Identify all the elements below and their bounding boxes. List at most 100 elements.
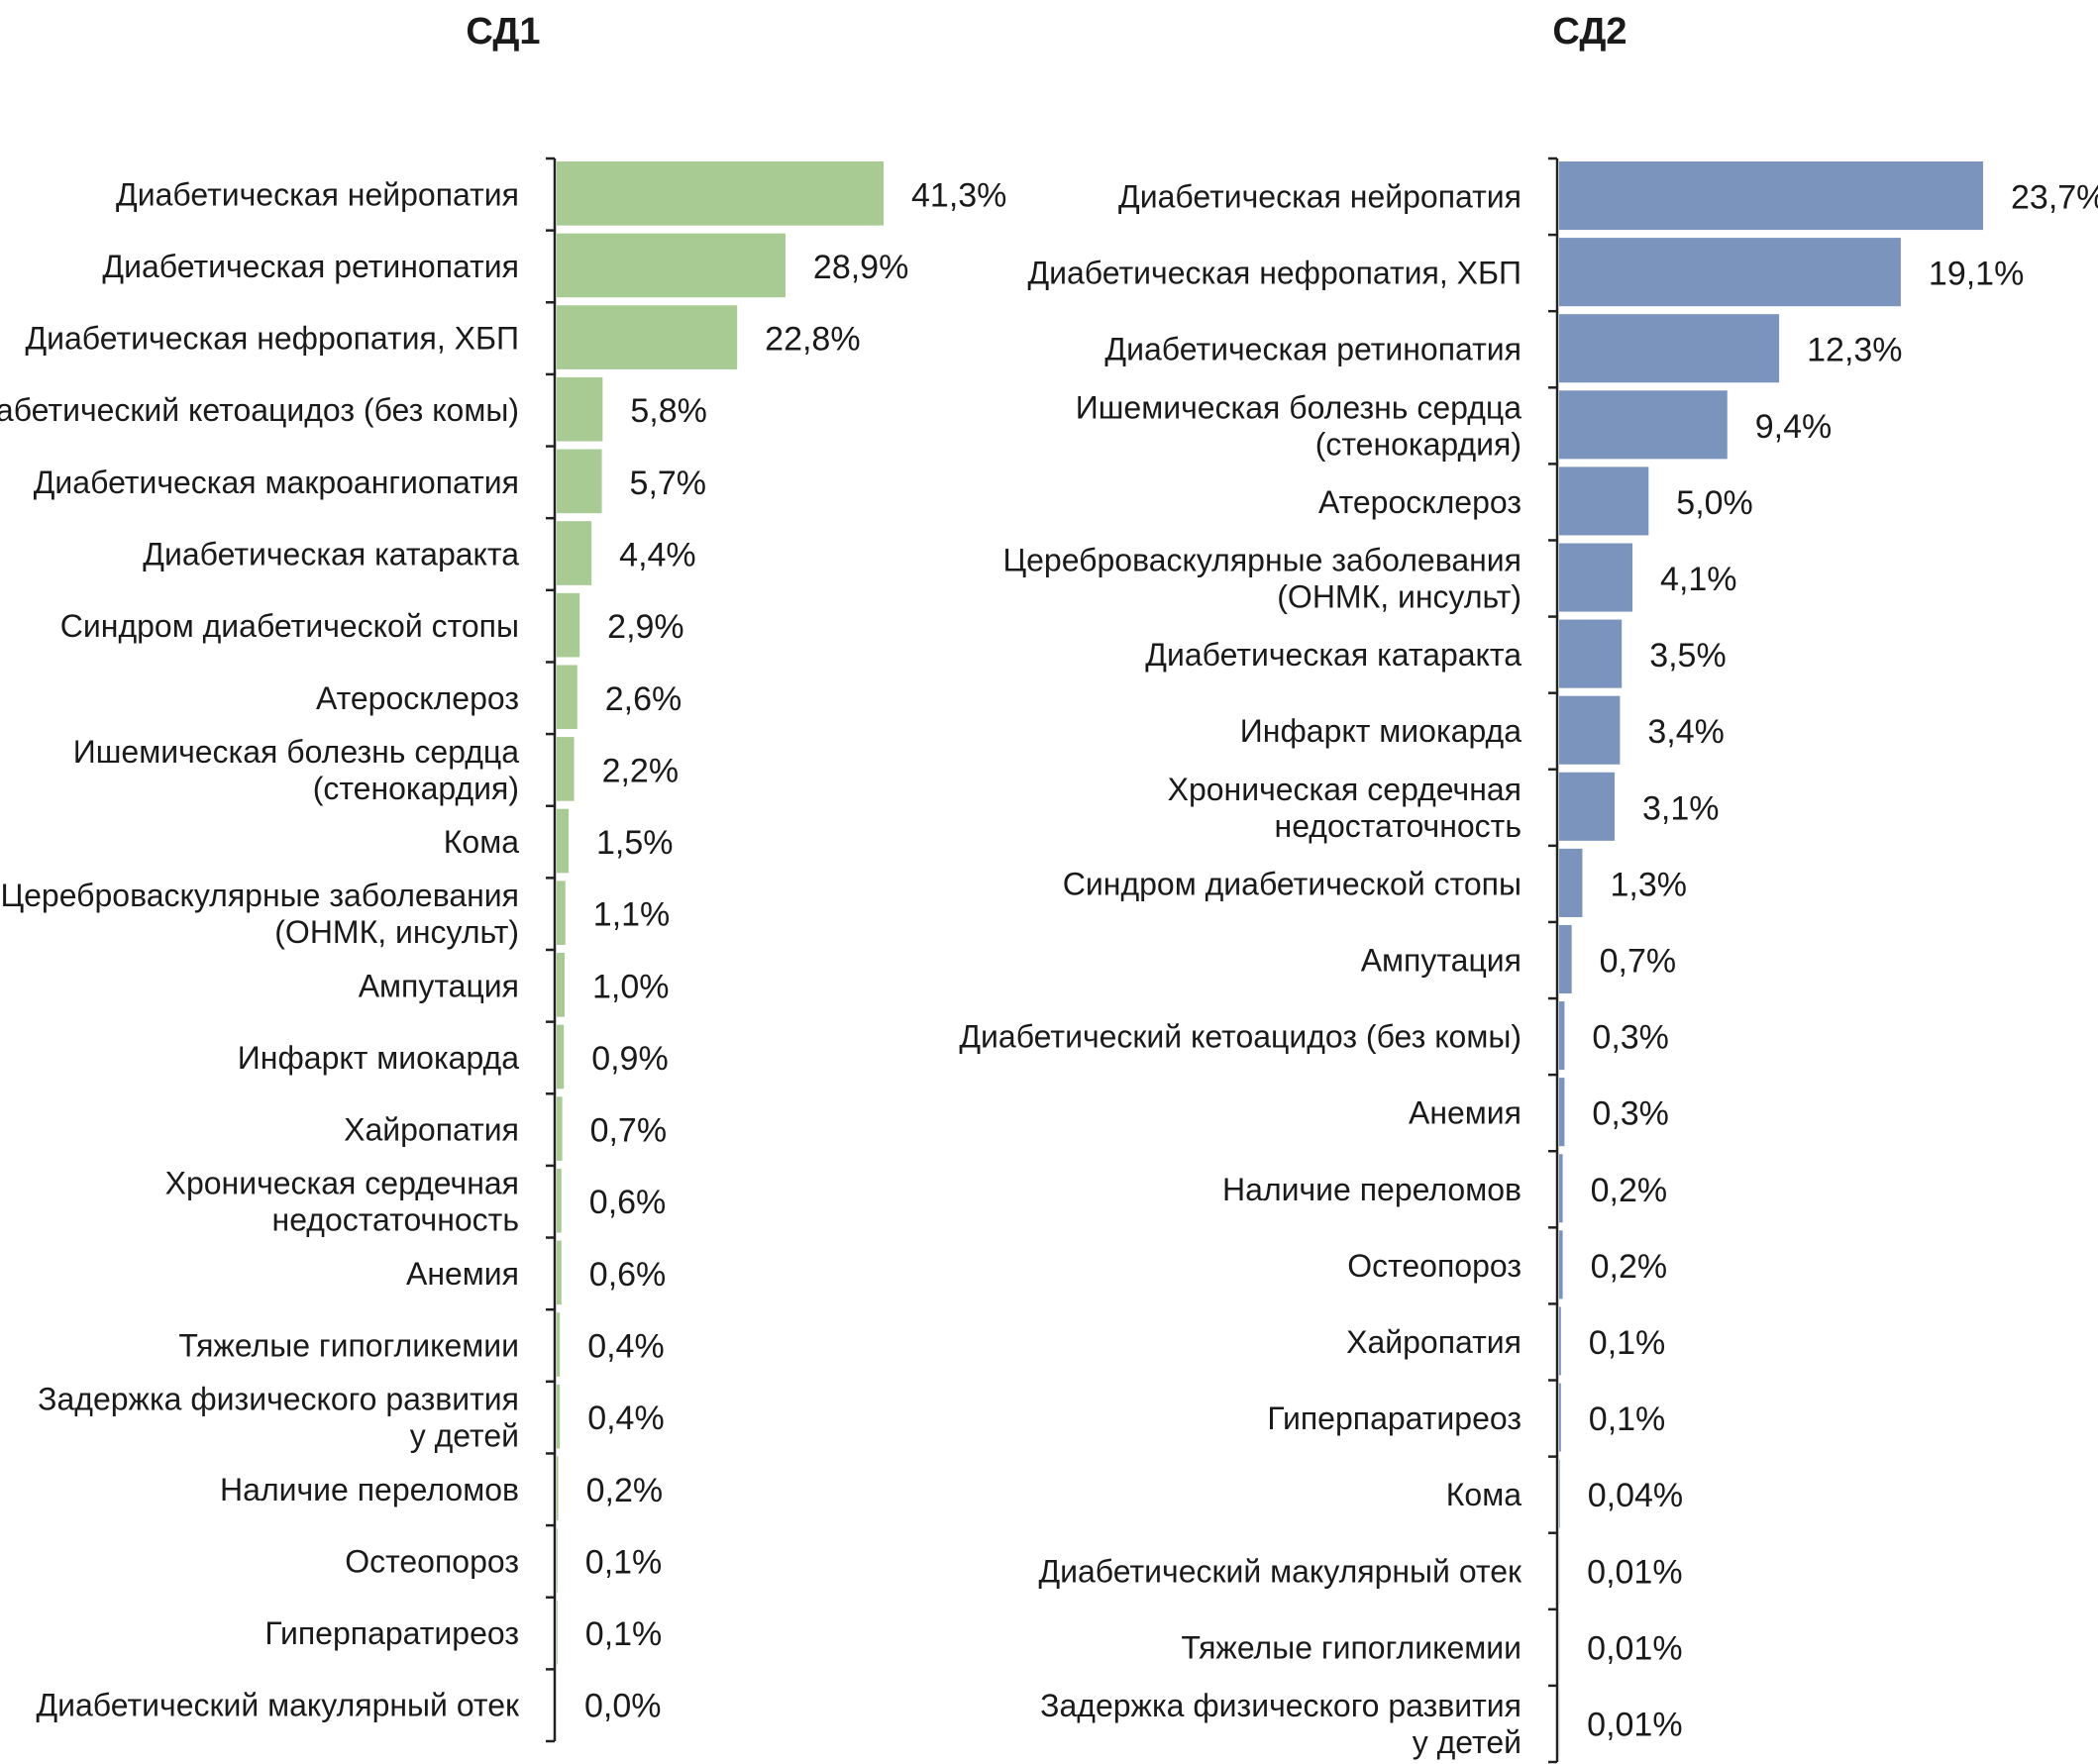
category-label: Цереброваскулярные заболевания [0,878,519,913]
category-label: Диабетическая катаракта [143,537,519,572]
category-label: Инфаркт миокарда [1240,713,1521,749]
bar [557,449,602,514]
category-label: Хроническая сердечная [1168,772,1521,807]
category-label: Хайропатия [1346,1324,1521,1360]
category-label: Синдром диабетической стопы [60,608,519,644]
category-label: Остеопороз [1347,1248,1521,1284]
category-label: Тяжелые гипогликемии [178,1328,519,1364]
bar [557,1384,561,1449]
data-label: 0,9% [591,1040,669,1078]
category-label: Диабетическая ретинопатия [102,249,519,284]
category-label: Атеросклероз [1318,484,1521,520]
category-label: Кома [444,824,519,860]
data-label: 4,1% [1660,561,1737,598]
data-label: 41,3% [911,176,1006,214]
bar [557,881,566,945]
chart-panel-2: СД2 23,7% Диабетическая нейропатия 19,1% Диа… [959,11,2098,1764]
data-label: 12,3% [1807,332,1902,369]
category-label: у детей [410,1418,519,1454]
category-label: Атеросклероз [316,680,519,716]
bar [1559,772,1615,841]
bar [557,1240,562,1305]
category-label: Инфаркт миокарда [238,1040,519,1076]
category-label: недостаточность [272,1202,519,1238]
category-label: Ишемическая болезнь сердца [1076,389,1521,425]
bar [1559,467,1649,536]
category-label: Диабетическая нейропатия [1118,179,1521,215]
category-label: Тяжелые гипогликемии [1181,1629,1521,1665]
bar [1559,161,1983,231]
data-label: 2,6% [605,680,682,718]
category-label: Анемия [1409,1095,1521,1131]
category-label: Диабетическая ретинопатия [1104,332,1521,367]
category-label: Синдром диабетической стопы [1063,866,1521,901]
data-label: 0,0% [584,1688,662,1725]
category-label: Хайропатия [344,1112,519,1148]
bar [557,233,786,298]
bar [1559,238,1901,307]
data-label: 2,9% [607,608,684,646]
bar [557,808,569,874]
bar [557,737,575,801]
bar [557,592,580,658]
category-label: Диабетический кетоацидоз (без комы) [0,392,519,428]
data-label: 2,2% [602,752,680,789]
category-label: Анемия [406,1256,519,1292]
data-label: 0,1% [1589,1324,1666,1362]
data-label: 0,01% [1587,1706,1682,1743]
data-label: 5,0% [1676,484,1753,522]
data-label: 3,1% [1642,789,1720,827]
data-label: 0,2% [586,1472,664,1509]
bar [557,305,738,369]
bar [557,1600,558,1665]
category-label: Диабетический кетоацидоз (без комы) [959,1019,1521,1055]
bar [1559,314,1780,383]
bar [557,1456,559,1521]
bar [557,1528,558,1593]
bar [1559,848,1583,917]
data-label: 23,7% [2011,179,2098,217]
bar [557,1312,561,1377]
category-label: Гиперпаратиреоз [264,1615,519,1651]
data-label: 1,3% [1610,866,1687,903]
category-label: Диабетический макулярный отек [1038,1553,1522,1589]
category-label: Ампутация [359,968,519,1003]
data-label: 5,8% [630,392,707,430]
bar [557,521,592,585]
category-label: Диабетический макулярный отек [36,1688,520,1723]
category-label: Задержка физического развития [38,1382,519,1417]
chart-title: СД1 [466,11,540,52]
category-label: Диабетическая нефропатия, ХБП [1027,256,1521,291]
category-label: недостаточность [1275,808,1521,844]
category-label: Диабетическая катаракта [1145,637,1521,673]
data-label: 0,2% [1591,1172,1668,1209]
category-label: (стенокардия) [1315,426,1521,462]
data-label: 0,6% [589,1256,667,1294]
bar [557,161,884,226]
bar [1559,1459,1560,1528]
category-label: Остеопороз [345,1543,519,1579]
bar [557,1024,565,1090]
data-label: 1,0% [592,968,670,1005]
category-label: Цереброваскулярные заболевания [1002,543,1521,578]
bar [1559,390,1728,460]
data-label: 0,6% [589,1184,667,1221]
data-label: 3,5% [1649,637,1727,674]
bar [1559,1001,1565,1071]
data-label: 3,4% [1647,713,1725,751]
category-label: (ОНМК, инсульт) [274,914,519,950]
category-label: Диабетическая макроангиопатия [34,465,519,500]
data-label: 0,4% [587,1328,665,1366]
category-label: Диабетическая нефропатия, ХБП [25,321,519,357]
category-label: Ампутация [1361,943,1521,979]
bar [1559,1230,1563,1299]
category-label: Ишемическая болезнь сердца [73,734,519,770]
category-label: Гиперпаратиреоз [1267,1401,1521,1436]
chart-title: СД2 [1552,11,1626,52]
bar [1559,1306,1561,1376]
data-label: 0,1% [585,1615,663,1653]
bar [1559,619,1623,688]
data-label: 22,8% [765,321,860,359]
bar [557,953,565,1017]
